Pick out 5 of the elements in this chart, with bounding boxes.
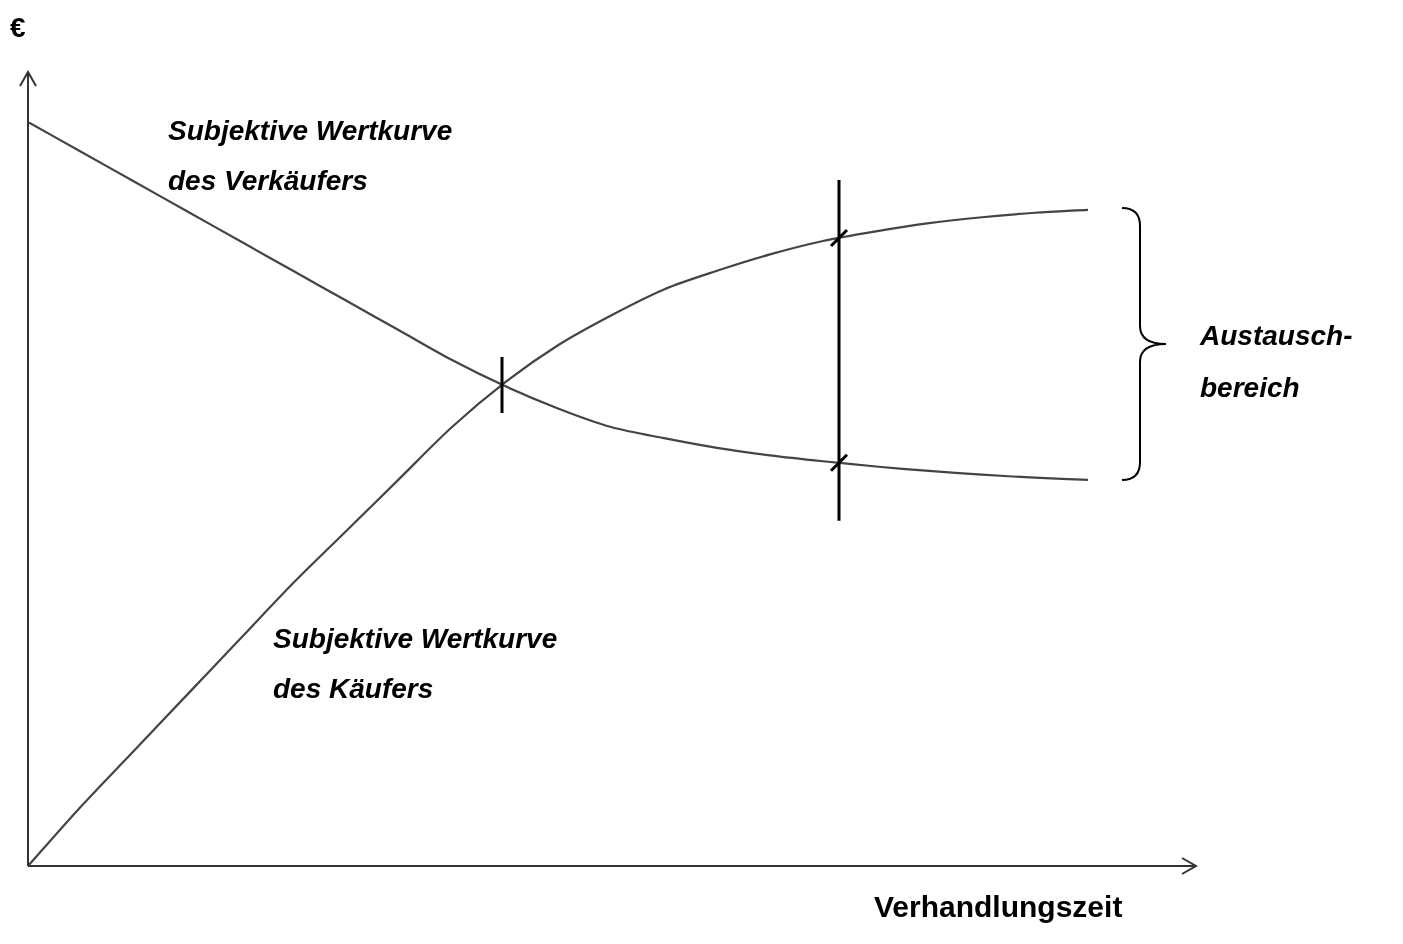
x-axis-title: Verhandlungszeit	[874, 890, 1123, 924]
series-label: Subjektive Wertkurve des Käufers	[273, 623, 558, 704]
y-axis-title: €	[10, 12, 26, 44]
series-label: Subjektive Wertkurve des Verkäufers	[168, 115, 453, 196]
text: Austausch- bereich	[1200, 319, 1354, 405]
